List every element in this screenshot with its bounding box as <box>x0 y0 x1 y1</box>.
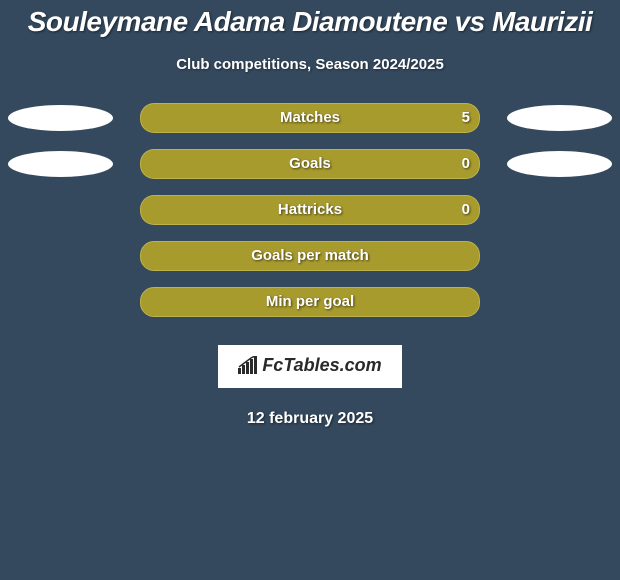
stat-row: Matches5 <box>0 103 620 149</box>
logo-area: FcTables.com <box>0 345 620 388</box>
stat-row: Min per goal <box>0 287 620 333</box>
stat-bar-left <box>140 195 310 225</box>
stat-bar-track: Min per goal <box>140 287 480 317</box>
stat-bar-track: Goals per match <box>140 241 480 271</box>
comparison-title: Souleymane Adama Diamoutene vs Maurizii <box>0 0 620 38</box>
generation-date: 12 february 2025 <box>0 410 620 428</box>
site-logo-text: FcTables.com <box>262 355 381 375</box>
stat-bar-track: Hattricks0 <box>140 195 480 225</box>
stat-row: Goals0 <box>0 149 620 195</box>
stat-bar-track: Goals0 <box>140 149 480 179</box>
stat-bar-left <box>140 149 310 179</box>
comparison-subtitle: Club competitions, Season 2024/2025 <box>0 56 620 73</box>
player-left-badge <box>8 105 113 131</box>
stat-row: Goals per match <box>0 241 620 287</box>
stat-bar-left <box>140 103 174 133</box>
stat-row: Hattricks0 <box>0 195 620 241</box>
barchart-icon <box>238 356 260 374</box>
stat-bar-right <box>310 195 480 225</box>
stat-bar <box>140 241 480 271</box>
stat-bar-right <box>174 103 480 133</box>
stats-container: Matches5 Goals0 Hattricks0 Goals per match M… <box>0 103 620 333</box>
player-right-badge <box>507 151 612 177</box>
stat-bar <box>140 287 480 317</box>
player-right-badge <box>507 105 612 131</box>
stat-bar-track: Matches5 <box>140 103 480 133</box>
stat-bar-right <box>310 149 480 179</box>
site-logo: FcTables.com <box>218 345 401 388</box>
player-left-badge <box>8 151 113 177</box>
